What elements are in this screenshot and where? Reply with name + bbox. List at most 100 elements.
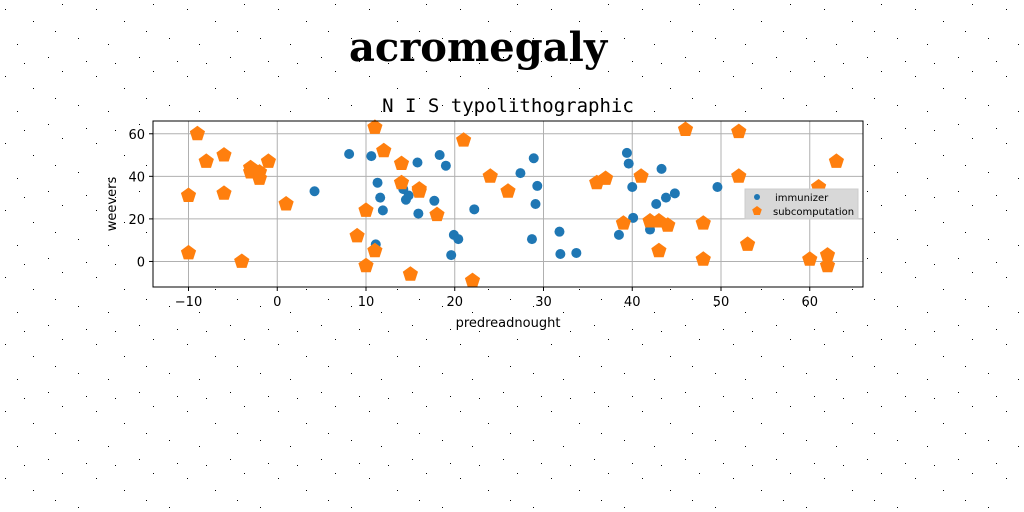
point-immunizer [469,204,480,215]
point-immunizer [526,234,537,245]
plot-border [152,120,864,288]
point-subcomputation [376,142,392,158]
point-immunizer [413,208,424,219]
point-subcomputation [456,132,472,147]
legend-box [744,188,859,220]
x-tick-label: 10 [358,295,375,310]
point-subcomputation [251,164,268,179]
y-axis-ticks: 0 20 40 60 [128,128,153,270]
point-subcomputation [358,202,374,217]
data-points [180,119,844,288]
point-immunizer [651,199,662,209]
point-immunizer [656,163,667,174]
point-subcomputation [393,155,410,170]
legend-marker-subcomputation [752,206,762,215]
point-subcomputation [598,170,614,185]
point-immunizer [660,192,671,203]
point-subcomputation [358,257,374,273]
legend-marker-immunizer [754,194,760,200]
legend-label-subcomputation: subcomputation [773,207,854,218]
y-axis-label: weevers [105,177,120,232]
y-tick-label: 40 [128,170,145,185]
point-immunizer [377,205,388,216]
point-subcomputation [180,244,197,260]
point-immunizer [515,168,526,179]
x-axis-label: predreadnought [456,316,561,331]
x-tick-label: 60 [801,295,818,310]
point-immunizer [309,186,320,197]
point-subcomputation [180,187,197,202]
point-subcomputation [819,247,836,262]
y-tick-label: 0 [137,255,145,270]
point-immunizer [440,160,451,171]
point-subcomputation [216,147,232,162]
point-immunizer [712,181,723,192]
point-immunizer [669,188,680,199]
legend: immunizer subcomputation [744,188,859,220]
point-subcomputation [464,272,481,288]
point-immunizer [412,157,423,168]
point-subcomputation [393,174,410,190]
point-immunizer [554,226,565,237]
point-immunizer [446,250,457,261]
point-immunizer [530,199,541,209]
point-subcomputation [367,119,383,134]
x-tick-label: 0 [273,295,281,310]
point-subcomputation [216,185,232,200]
y-tick-label: 60 [128,128,145,143]
point-subcomputation [695,251,711,266]
x-tick-label: 50 [713,295,730,310]
point-subcomputation [500,183,516,198]
point-immunizer [528,153,539,164]
point-subcomputation [189,125,205,141]
point-subcomputation [260,153,276,168]
point-subcomputation [677,121,694,136]
point-immunizer [453,234,464,245]
point-immunizer [434,150,445,161]
point-subcomputation [740,236,756,251]
x-tick-label: 30 [535,295,552,310]
point-subcomputation [731,123,747,139]
point-subcomputation [819,257,836,273]
x-tick-label: 40 [624,295,641,310]
chart-title: N I S typolithographic [382,95,634,117]
point-immunizer [344,148,355,159]
point-immunizer [627,181,638,192]
point-immunizer [372,177,383,188]
point-immunizer [623,158,634,169]
point-subcomputation [482,168,498,183]
point-immunizer [366,151,377,162]
legend-label-immunizer: immunizer [775,193,829,204]
point-subcomputation [278,196,294,211]
point-subcomputation [367,242,383,258]
point-immunizer [532,180,543,191]
point-immunizer [429,195,440,206]
point-immunizer [375,192,386,203]
y-tick-label: 20 [128,213,145,228]
point-immunizer [613,229,624,240]
point-subcomputation [802,251,818,266]
point-subcomputation [695,215,711,230]
point-immunizer [621,147,632,158]
point-immunizer [628,212,639,223]
grid-lines [153,121,863,287]
point-subcomputation [402,266,418,281]
point-subcomputation [615,215,631,230]
point-subcomputation [731,168,747,183]
point-immunizer [555,249,566,260]
point-subcomputation [411,183,427,198]
point-subcomputation [651,242,667,258]
point-subcomputation [660,217,676,232]
point-immunizer [403,190,414,201]
point-subcomputation [198,153,214,168]
point-subcomputation [429,206,445,222]
point-subcomputation [633,168,649,183]
point-immunizer [571,247,582,258]
x-tick-label: −10 [175,295,202,310]
point-subcomputation [234,253,250,268]
x-axis-ticks: −10 0 10 20 30 40 50 60 [175,287,818,310]
point-subcomputation [349,227,365,243]
point-subcomputation [828,153,844,168]
x-tick-label: 20 [446,295,463,310]
